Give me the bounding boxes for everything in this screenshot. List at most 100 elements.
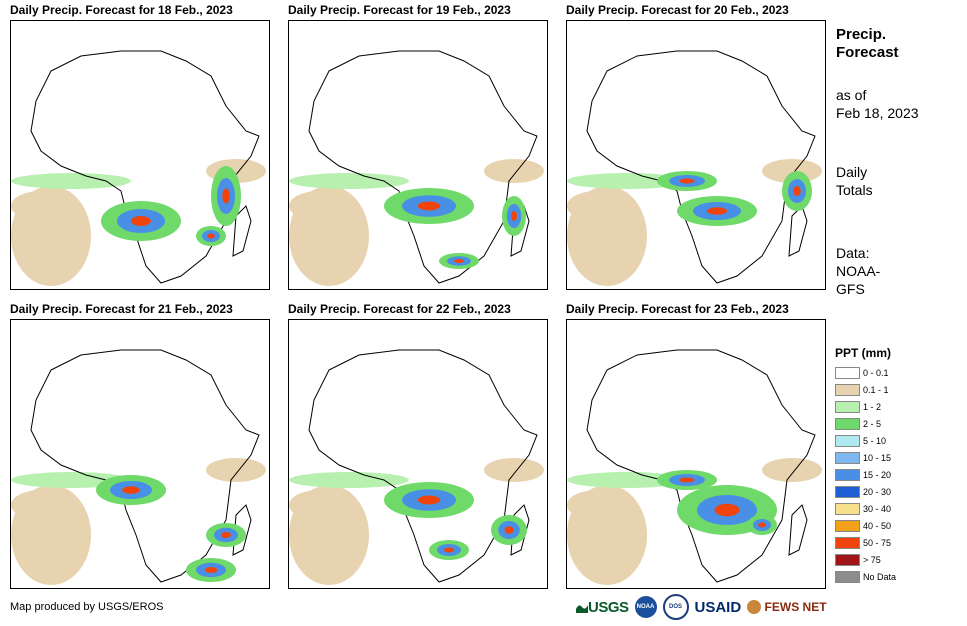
dry-area xyxy=(289,191,349,221)
data-source-line: NOAA- xyxy=(836,263,881,279)
legend-swatch xyxy=(835,485,860,498)
legend-swatch xyxy=(835,451,860,464)
dos-seal-logo: DOS xyxy=(662,594,689,620)
panel-title: Daily Precip. Forecast for 22 Feb., 2023 xyxy=(288,302,511,316)
madagascar-outline xyxy=(788,504,808,556)
forecast-panel-22-feb: Daily Precip. Forecast for 22 Feb., 2023 xyxy=(288,302,548,589)
precip-map xyxy=(566,20,826,290)
dry-area xyxy=(484,159,544,183)
side-title: Precip. Forecast xyxy=(836,26,899,62)
legend-label: No Data xyxy=(863,571,897,582)
rain-area xyxy=(289,173,409,189)
dry-area xyxy=(289,490,349,520)
heavy-rain-area xyxy=(204,567,218,573)
as-of-value: Feb 18, 2023 xyxy=(836,105,919,121)
africa-map-svg xyxy=(567,349,822,585)
legend-item: 20 - 30 xyxy=(835,483,896,500)
legend-item: 1 - 2 xyxy=(835,398,896,415)
heavy-rain-area xyxy=(679,178,695,184)
africa-map-svg xyxy=(289,349,544,585)
dos-text: DOS xyxy=(669,604,683,610)
heavy-rain-area xyxy=(417,495,441,505)
legend-swatch xyxy=(835,400,860,413)
legend-item: 50 - 75 xyxy=(835,534,896,551)
legend-title: PPT (mm) xyxy=(835,346,892,360)
heavy-rain-area xyxy=(207,233,215,239)
heavy-rain-area xyxy=(679,477,695,483)
legend-swatch xyxy=(835,570,860,583)
heavy-rain-area xyxy=(222,188,230,204)
heavy-rain-area xyxy=(444,547,454,553)
fews-text: FEWS NET xyxy=(764,599,827,614)
usgs-wave-icon xyxy=(576,605,588,613)
africa-map-svg xyxy=(11,50,266,286)
heavy-rain-area xyxy=(131,216,151,226)
forecast-panel-20-feb: Daily Precip. Forecast for 20 Feb., 2023 xyxy=(566,3,826,290)
dry-area xyxy=(484,458,544,482)
dry-area xyxy=(567,191,627,221)
legend-label: 20 - 30 xyxy=(863,486,892,497)
legend-label: 15 - 20 xyxy=(863,469,892,480)
data-label: Data: xyxy=(836,245,870,261)
map-credit: Map produced by USGS/EROS xyxy=(10,601,164,613)
precip-map xyxy=(10,20,270,290)
fews-globe-icon xyxy=(747,600,762,615)
heavy-rain-area xyxy=(122,486,140,494)
panel-title: Daily Precip. Forecast for 23 Feb., 2023 xyxy=(566,302,789,316)
madagascar-outline xyxy=(232,504,252,556)
side-title-line: Precip. xyxy=(836,26,887,43)
legend-item: > 75 xyxy=(835,551,896,568)
legend-label: 5 - 10 xyxy=(863,435,887,446)
forecast-panel-19-feb: Daily Precip. Forecast for 19 Feb., 2023 xyxy=(288,3,548,290)
africa-outline xyxy=(586,50,816,284)
legend-label: 30 - 40 xyxy=(863,503,892,514)
legend-label: 1 - 2 xyxy=(863,401,882,412)
heavy-rain-area xyxy=(758,522,766,528)
heavy-rain-area xyxy=(504,526,514,534)
dry-area xyxy=(206,458,266,482)
dry-area xyxy=(762,458,822,482)
daily-line: Daily xyxy=(836,164,868,180)
legend-item: 0 - 0.1 xyxy=(835,364,896,381)
legend-swatch xyxy=(835,434,860,447)
data-source: Data: NOAA- GFS xyxy=(836,244,880,298)
ppt-legend: PPT (mm) 0 - 0.1 0.1 - 1 1 - 2 2 - 5 5 - 10 1… xyxy=(835,346,896,585)
legend-item: 5 - 10 xyxy=(835,432,896,449)
africa-outline xyxy=(586,349,816,583)
panel-title: Daily Precip. Forecast for 18 Feb., 2023 xyxy=(10,3,233,17)
daily-totals-note: Daily Totals xyxy=(836,163,873,199)
usaid-logo: USAID xyxy=(694,598,742,616)
legend-swatch xyxy=(835,468,860,481)
legend-label: 0 - 0.1 xyxy=(863,367,889,378)
legend-item: No Data xyxy=(835,568,896,585)
legend-swatch xyxy=(835,417,860,430)
forecast-panel-21-feb: Daily Precip. Forecast for 21 Feb., 2023 xyxy=(10,302,270,589)
heavy-rain-area xyxy=(417,201,441,211)
heavy-rain-area xyxy=(454,259,464,263)
legend-label: 40 - 50 xyxy=(863,520,892,531)
legend-swatch xyxy=(835,553,860,566)
africa-map-svg xyxy=(11,349,266,585)
legend-item: 40 - 50 xyxy=(835,517,896,534)
totals-line: Totals xyxy=(836,182,873,198)
rain-area xyxy=(567,173,687,189)
africa-outline xyxy=(30,50,260,284)
precip-map xyxy=(288,20,548,290)
dry-area xyxy=(11,490,71,520)
as-of-label: as of xyxy=(836,87,867,103)
fews-net-logo: FEWS NET xyxy=(747,599,827,615)
legend-label: 10 - 15 xyxy=(863,452,892,463)
dry-area xyxy=(567,490,627,520)
legend-item: 10 - 15 xyxy=(835,449,896,466)
legend-item: 2 - 5 xyxy=(835,415,896,432)
legend-swatch xyxy=(835,502,860,515)
forecast-panel-18-feb: Daily Precip. Forecast for 18 Feb., 2023 xyxy=(10,3,270,290)
legend-label: > 75 xyxy=(863,554,881,565)
rain-area xyxy=(289,472,409,488)
as-of-date: as of Feb 18, 2023 xyxy=(836,86,919,122)
legend-item: 0.1 - 1 xyxy=(835,381,896,398)
heavy-rain-area xyxy=(714,503,740,517)
side-title-line: Forecast xyxy=(836,44,899,61)
legend-item: 30 - 40 xyxy=(835,500,896,517)
rain-area xyxy=(567,472,687,488)
